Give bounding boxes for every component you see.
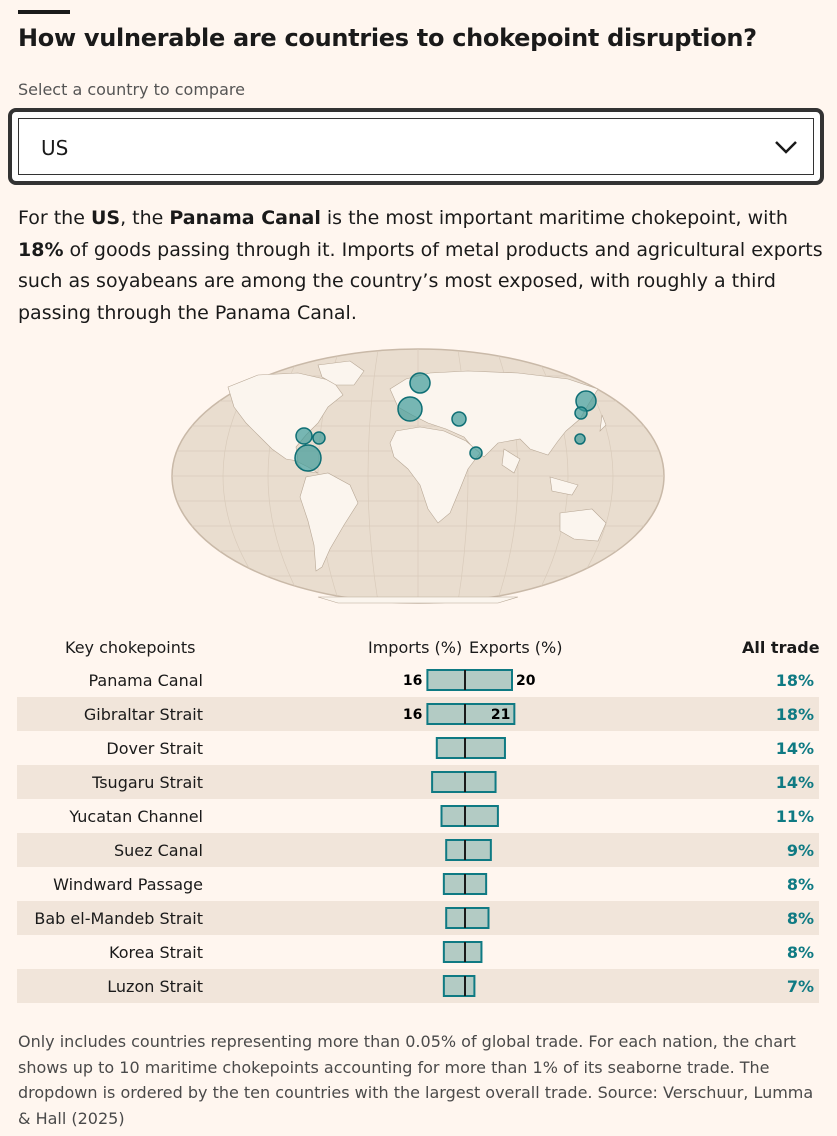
table-row: Tsugaru Strait 14%: [17, 765, 819, 799]
trade-bar: [442, 941, 483, 963]
bar-group: [442, 941, 483, 963]
table-row: Luzon Strait 7%: [17, 969, 819, 1003]
table-row: Dover Strait 14%: [17, 731, 819, 765]
marker-luzon: [574, 433, 586, 445]
marker-gibraltar: [397, 396, 423, 422]
trade-bar: [445, 839, 492, 861]
bar-group: [435, 737, 506, 759]
exports-label: 20: [516, 673, 536, 689]
header-imports: Imports (%): [368, 638, 463, 657]
chokepoint-name: Bab el-Mandeb Strait: [34, 909, 203, 928]
table-row: Korea Strait 8%: [17, 935, 819, 969]
chokepoint-name: Luzon Strait: [107, 977, 203, 996]
marker-dover: [409, 372, 431, 394]
country-select[interactable]: US: [8, 108, 824, 185]
imports-label: 16: [403, 673, 422, 689]
table-row: 16 20 Panama Canal 18%: [17, 663, 819, 697]
bar-group: 16 20: [403, 669, 536, 691]
bar-group: [442, 873, 488, 895]
chokepoint-name: Gibraltar Strait: [83, 705, 203, 724]
header-chokepoints: Key chokepoints: [65, 638, 196, 657]
bar-group: [431, 771, 497, 793]
marker-korea: [574, 406, 588, 420]
bar-group: [442, 975, 476, 997]
all-trade-value: 18%: [775, 705, 814, 724]
chokepoint-name: Panama Canal: [88, 671, 203, 690]
chevron-down-icon[interactable]: [773, 138, 799, 156]
map-land: [227, 360, 607, 604]
select-label: Select a country to compare: [18, 80, 245, 99]
all-trade-value: 18%: [775, 671, 814, 690]
chokepoint-table: 16 20 Panama Canal 18% 16 21 Gibraltar Strait 1…: [17, 663, 819, 1003]
trade-bar: [426, 703, 516, 725]
marker-panama: [294, 444, 322, 472]
marker-suez: [451, 411, 467, 427]
trade-bar: [440, 805, 499, 827]
header-exports: Exports (%): [469, 638, 563, 657]
header-all-trade: All trade: [742, 638, 820, 657]
chokepoint-name: Yucatan Channel: [69, 807, 203, 826]
bar-group: 16 21: [403, 703, 516, 725]
table-row: Suez Canal 9%: [17, 833, 819, 867]
country-select-value[interactable]: US: [41, 136, 69, 160]
bar-group: [445, 907, 490, 929]
marker-bab-el-mandeb: [469, 446, 483, 460]
all-trade-value: 7%: [786, 977, 814, 996]
chokepoint-name: Windward Passage: [53, 875, 203, 894]
all-trade-value: 9%: [786, 841, 814, 860]
exports-label: 21: [491, 707, 510, 723]
bar-group: [445, 839, 492, 861]
chokepoint-name: Suez Canal: [114, 841, 203, 860]
marker-yucatan: [295, 427, 313, 445]
country-select-box[interactable]: US: [18, 118, 814, 175]
table-row: Windward Passage 8%: [17, 867, 819, 901]
marker-windward: [312, 431, 326, 445]
table-row: 16 21 Gibraltar Strait 18%: [17, 697, 819, 731]
table-row: Yucatan Channel 11%: [17, 799, 819, 833]
imports-label: 16: [403, 707, 422, 723]
map-chokepoint-markers: [294, 372, 597, 472]
page-title: How vulnerable are countries to chokepoi…: [18, 24, 757, 52]
all-trade-value: 14%: [775, 773, 814, 792]
desc-country: US: [90, 207, 121, 229]
trade-bar: [431, 771, 497, 793]
all-trade-value: 8%: [786, 875, 814, 894]
table-row: Bab el-Mandeb Strait 8%: [17, 901, 819, 935]
all-trade-value: 11%: [775, 807, 814, 826]
trade-bar: [442, 975, 476, 997]
world-map: [171, 348, 665, 604]
chokepoint-name: Dover Strait: [106, 739, 203, 758]
bar-group: [440, 805, 499, 827]
all-trade-value: 8%: [786, 943, 814, 962]
description: For the US, the Panama Canal is the most…: [18, 207, 823, 324]
desc-share: 18%: [18, 238, 64, 261]
all-trade-value: 8%: [786, 909, 814, 928]
title-rule: [18, 10, 70, 14]
chokepoint-name: Korea Strait: [109, 943, 203, 962]
trade-bar: [435, 737, 506, 759]
trade-bar: [445, 907, 490, 929]
chokepoint-name: Tsugaru Strait: [92, 773, 203, 792]
all-trade-value: 14%: [775, 739, 814, 758]
footnote: Only includes countries representing mor…: [18, 1032, 814, 1128]
trade-bar: [426, 669, 513, 691]
desc-chokepoint: Panama Canal: [169, 207, 321, 229]
